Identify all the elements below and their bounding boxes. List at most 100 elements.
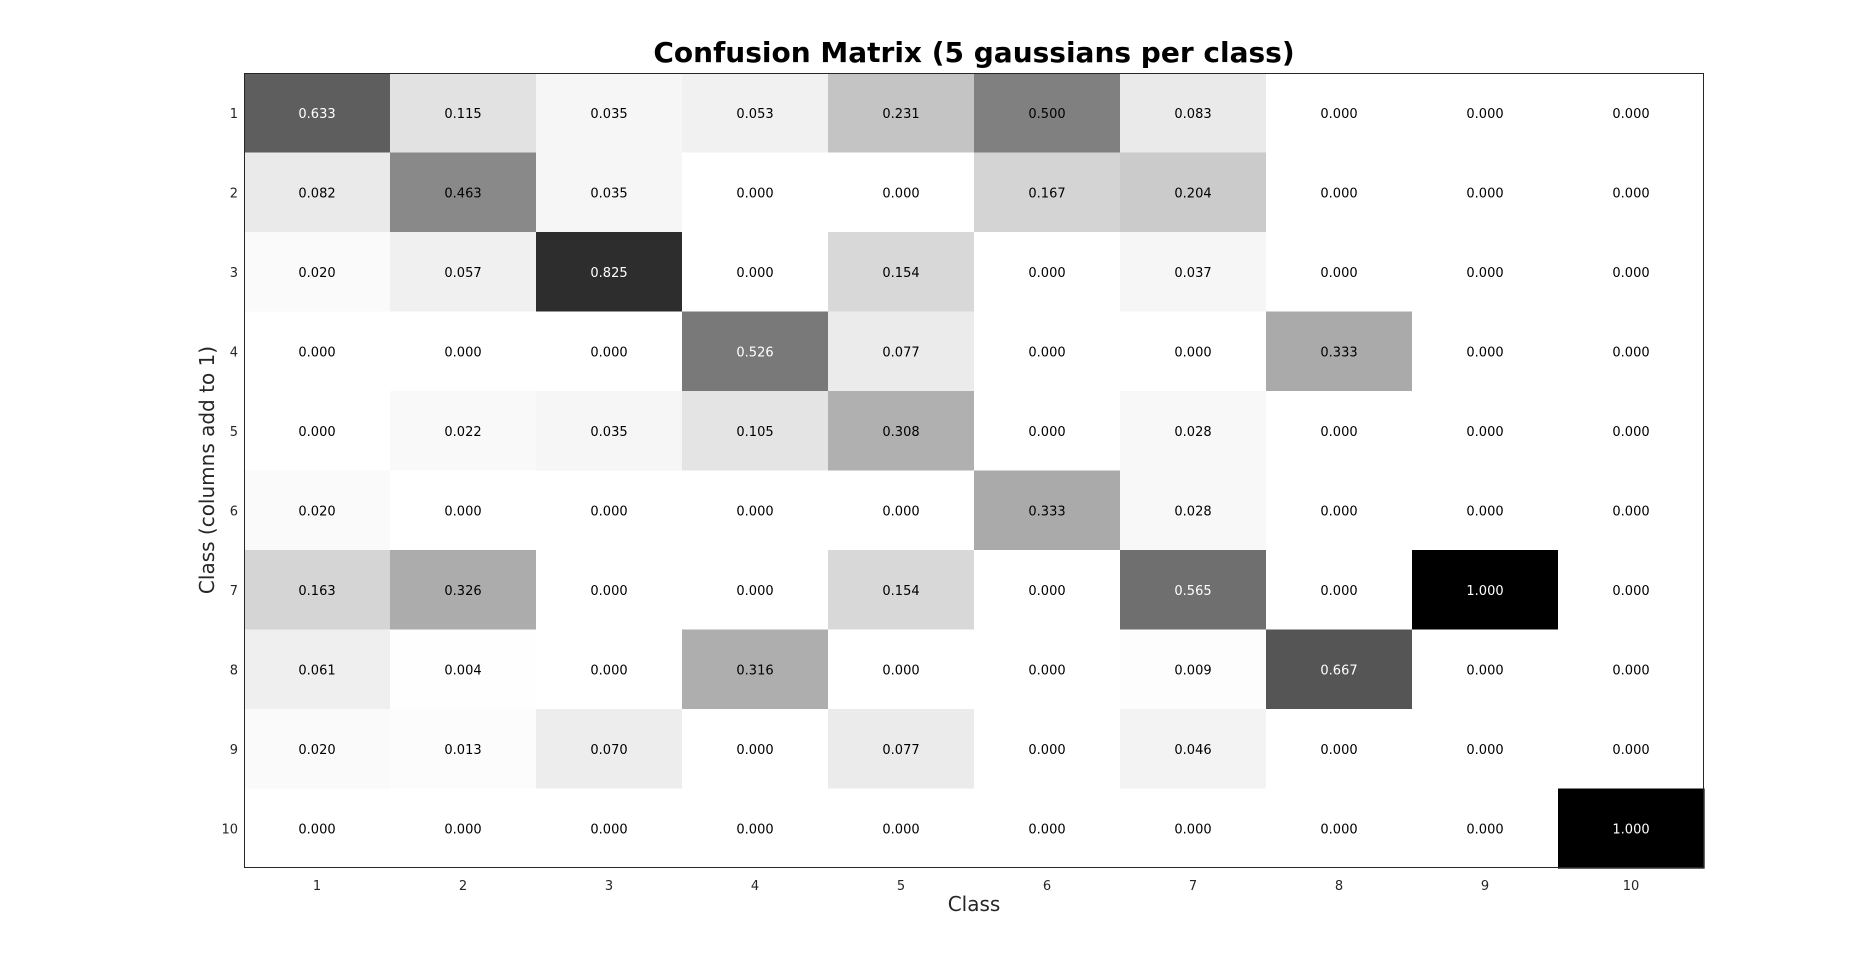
- cell-value-label: 0.061: [298, 663, 335, 678]
- heatmap-cell: [390, 629, 537, 710]
- cell-value-label: 0.009: [1174, 663, 1211, 678]
- heatmap-cell: [974, 73, 1121, 154]
- cell-value-label: 0.000: [1612, 504, 1649, 519]
- heatmap-cell: [828, 152, 975, 233]
- heatmap-cell: [390, 311, 537, 392]
- cell-value-label: 0.046: [1174, 743, 1211, 758]
- heatmap-cell: [1558, 152, 1705, 233]
- x-tick-label: 2: [459, 879, 467, 894]
- cell-value-label: 0.020: [298, 266, 335, 281]
- cell-value-label: 0.000: [736, 266, 773, 281]
- cell-value-label: 0.000: [1028, 266, 1065, 281]
- heatmap-cell: [536, 232, 683, 313]
- cell-value-label: 0.000: [298, 345, 335, 360]
- heatmap-cell: [1558, 391, 1705, 472]
- heatmap-cell: [390, 709, 537, 790]
- cell-value-label: 0.000: [298, 425, 335, 440]
- chart-title: Confusion Matrix (5 gaussians per class): [653, 36, 1294, 69]
- cell-value-label: 0.004: [444, 663, 481, 678]
- cell-value-label: 0.013: [444, 743, 481, 758]
- heatmap-cell: [682, 232, 829, 313]
- heatmap-cell: [1412, 311, 1559, 392]
- heatmap-cell: [244, 629, 391, 710]
- cell-value-label: 0.500: [1028, 107, 1065, 122]
- heatmap-cell: [1412, 391, 1559, 472]
- cell-value-label: 0.000: [1028, 584, 1065, 599]
- heatmap-cell: [1558, 709, 1705, 790]
- heatmap-cell: [1120, 232, 1267, 313]
- heatmap-cell: [390, 232, 537, 313]
- cell-value-label: 0.231: [882, 107, 919, 122]
- cell-value-label: 0.000: [1466, 186, 1503, 201]
- heatmap-cell: [536, 152, 683, 233]
- cell-value-label: 0.037: [1174, 266, 1211, 281]
- cell-value-label: 0.000: [736, 186, 773, 201]
- heatmap-cell: [1266, 709, 1413, 790]
- cell-value-label: 0.000: [1466, 504, 1503, 519]
- heatmap-cell: [536, 73, 683, 154]
- cell-value-label: 0.035: [590, 425, 627, 440]
- cell-value-label: 0.000: [1320, 107, 1357, 122]
- cell-value-label: 0.082: [298, 186, 335, 201]
- cell-value-label: 0.633: [298, 107, 335, 122]
- cell-value-label: 0.167: [1028, 186, 1065, 201]
- cell-value-label: 0.000: [1612, 663, 1649, 678]
- heatmap-cell: [828, 73, 975, 154]
- heatmap-cell: [390, 152, 537, 233]
- heatmap-cell: [1558, 470, 1705, 551]
- heatmap-cell: [974, 788, 1121, 869]
- heatmap-cell: [1558, 788, 1705, 869]
- cell-value-label: 0.000: [736, 743, 773, 758]
- heatmap-cell: [974, 550, 1121, 631]
- cell-value-label: 0.154: [882, 584, 919, 599]
- cell-value-label: 0.000: [736, 584, 773, 599]
- x-tick-label: 3: [605, 879, 613, 894]
- heatmap-cell: [1120, 73, 1267, 154]
- cell-value-label: 0.057: [444, 266, 481, 281]
- cell-value-label: 0.020: [298, 504, 335, 519]
- y-tick-label: 10: [221, 822, 238, 837]
- cell-value-label: 0.463: [444, 186, 481, 201]
- x-tick-label: 1: [313, 879, 321, 894]
- heatmap-cell: [974, 391, 1121, 472]
- heatmap-cell: [828, 629, 975, 710]
- heatmap-cell: [1412, 152, 1559, 233]
- y-tick-label: 3: [230, 266, 238, 281]
- cell-value-label: 0.000: [298, 822, 335, 837]
- cell-value-label: 0.154: [882, 266, 919, 281]
- heatmap-cell: [682, 391, 829, 472]
- cell-value-label: 0.000: [444, 822, 481, 837]
- heatmap-cell: [974, 470, 1121, 551]
- cell-value-label: 0.115: [444, 107, 481, 122]
- heatmap-cells: [244, 73, 1705, 869]
- cell-value-label: 0.000: [1612, 107, 1649, 122]
- cell-value-label: 0.000: [1466, 266, 1503, 281]
- cell-value-label: 0.020: [298, 743, 335, 758]
- heatmap-cell: [536, 550, 683, 631]
- heatmap-cell: [1120, 152, 1267, 233]
- y-tick-label: 7: [230, 584, 238, 599]
- heatmap-cell: [1266, 470, 1413, 551]
- y-tick-label: 5: [230, 425, 238, 440]
- cell-value-label: 0.000: [1320, 822, 1357, 837]
- cell-value-label: 0.028: [1174, 504, 1211, 519]
- heatmap-cell: [682, 550, 829, 631]
- cell-value-label: 0.000: [882, 663, 919, 678]
- cell-value-label: 0.105: [736, 425, 773, 440]
- cell-value-label: 0.000: [1028, 822, 1065, 837]
- heatmap-cell: [974, 152, 1121, 233]
- x-tick-label: 10: [1623, 879, 1640, 894]
- heatmap-cell: [828, 788, 975, 869]
- x-tick-label: 5: [897, 879, 905, 894]
- cell-value-label: 0.000: [1320, 425, 1357, 440]
- heatmap-cell: [244, 311, 391, 392]
- y-tick-label: 6: [230, 504, 238, 519]
- heatmap-cell: [1266, 152, 1413, 233]
- heatmap-cell: [1558, 550, 1705, 631]
- heatmap-cell: [1412, 73, 1559, 154]
- heatmap-cell: [244, 788, 391, 869]
- y-axis-label: Class (columns add to 1): [195, 346, 219, 594]
- cell-value-label: 0.000: [1612, 186, 1649, 201]
- heatmap-cell: [536, 629, 683, 710]
- cell-value-label: 0.825: [590, 266, 627, 281]
